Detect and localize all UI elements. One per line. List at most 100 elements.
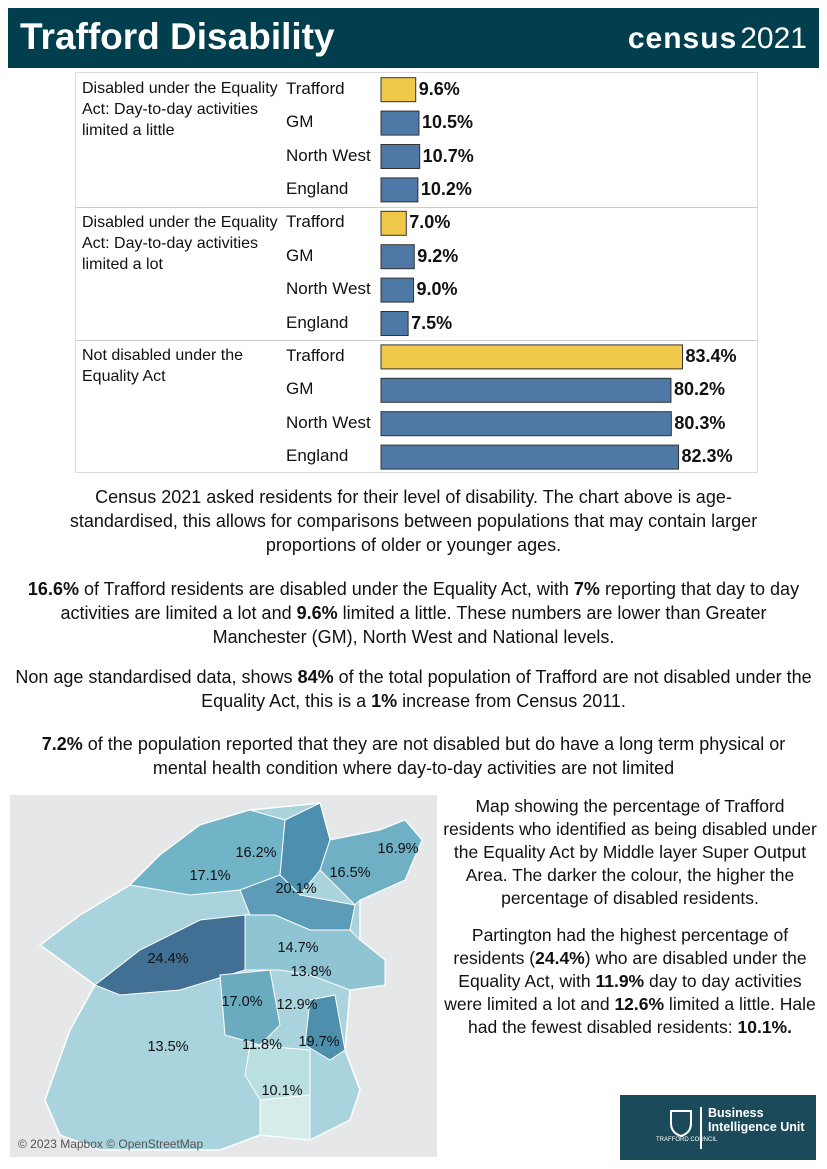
bar xyxy=(380,110,420,136)
bar xyxy=(380,244,415,270)
bar xyxy=(380,177,419,203)
map-label: 14.7% xyxy=(277,940,318,956)
text: limited a little. These numbers are lowe… xyxy=(212,603,767,647)
crest-icon xyxy=(670,1110,692,1137)
category-label: England xyxy=(286,446,349,466)
map-label: 16.9% xyxy=(377,841,418,857)
category-label: North West xyxy=(286,145,371,165)
text: Census 2021 asked residents for their le… xyxy=(69,487,758,555)
council-name: TRAFFORD COUNCIL xyxy=(656,1137,718,1143)
paragraph: Census 2021 asked residents for their le… xyxy=(54,485,774,557)
text: of the total population of Trafford are … xyxy=(201,667,812,711)
map-credit: © 2023 Mapbox © OpenStreetMap xyxy=(18,1137,203,1151)
map-label: 17.1% xyxy=(189,868,230,884)
map-label: 11.8% xyxy=(242,1037,282,1053)
bold-text: 16.6% xyxy=(27,579,79,599)
biu-logo: TRAFFORD COUNCIL Business Intelligence U… xyxy=(620,1095,816,1160)
category-label: GM xyxy=(286,379,314,399)
group-separator xyxy=(76,340,757,342)
value-label: 80.3% xyxy=(674,412,726,433)
category-label: GM xyxy=(286,245,314,265)
bar xyxy=(380,444,680,470)
value-label: 7.5% xyxy=(411,312,453,333)
map-label: 20.1% xyxy=(275,881,316,897)
value-label: 7.0% xyxy=(409,212,451,233)
text: Map showing the percentage of Trafford r… xyxy=(443,796,817,908)
logo-word: census xyxy=(627,22,738,55)
map: 16.2% 16.9% 17.1% 16.5% 20.1% 24.4% 14.7% 13.8%… xyxy=(10,795,437,1157)
paragraph: Map showing the percentage of Trafford r… xyxy=(440,795,820,910)
chart: Disabled under the Equality Act: Day-to-… xyxy=(75,72,758,473)
bold-text: 84% xyxy=(297,667,334,687)
value-label: 82.3% xyxy=(681,446,733,467)
bold-text: 12.6% xyxy=(614,994,665,1014)
page-title: Trafford Disability xyxy=(20,16,335,57)
map-label: 24.4% xyxy=(147,951,188,967)
map-label: 13.8% xyxy=(290,964,331,980)
bar xyxy=(380,77,417,103)
group-label: Disabled under the Equality Act: Day-to-… xyxy=(82,80,278,139)
text: increase from Census 2011. xyxy=(397,691,626,711)
paragraph: Partington had the highest percentage of… xyxy=(440,924,820,1039)
map-label: 19.7% xyxy=(298,1034,339,1050)
logo-year: 2021 xyxy=(740,22,807,55)
bold-text: 11.9% xyxy=(595,971,645,991)
category-label: England xyxy=(286,178,349,198)
bold-text: 7.2% xyxy=(41,734,83,754)
value-label: 9.0% xyxy=(416,279,458,300)
category-label: England xyxy=(286,312,349,332)
bar xyxy=(380,411,672,437)
value-label: 10.2% xyxy=(420,178,472,199)
bar xyxy=(380,277,415,303)
text: Partington had the highest percentage of… xyxy=(453,925,789,968)
text: reporting that day to day activities are… xyxy=(60,579,800,623)
value-label: 83.4% xyxy=(685,345,737,366)
value-label: 9.6% xyxy=(418,78,460,99)
area xyxy=(304,994,346,1061)
unit-name: Business Intelligence Unit xyxy=(708,1106,805,1134)
map-label: 12.9% xyxy=(276,997,317,1013)
value-label: 80.2% xyxy=(673,379,725,400)
area xyxy=(259,1094,311,1141)
category-label: GM xyxy=(286,112,314,132)
census-logo: census 2021 xyxy=(628,22,807,56)
text: ) who are disabled under the Equality Ac… xyxy=(458,948,807,991)
category-label: Trafford xyxy=(286,345,345,365)
bar xyxy=(380,144,421,169)
area xyxy=(244,914,386,991)
bold-text: 10.1%. xyxy=(737,1017,792,1037)
bar xyxy=(380,377,672,403)
paragraph: 16.6% of Trafford residents are disabled… xyxy=(14,577,814,649)
map-label: 17.0% xyxy=(221,994,262,1010)
category-label: North West xyxy=(286,279,371,299)
text: of the population reported that they are… xyxy=(82,734,786,778)
map-label: 16.5% xyxy=(329,865,370,881)
paragraph: Non age standardised data, shows 84% of … xyxy=(8,665,819,713)
header: Trafford Disability census 2021 xyxy=(8,8,819,68)
group-separator xyxy=(76,206,757,208)
map-label: 10.1% xyxy=(261,1083,302,1099)
map-label: 16.2% xyxy=(235,845,276,861)
map-description: Map showing the percentage of Trafford r… xyxy=(440,795,820,1053)
group-label: Disabled under the Equality Act: Day-to-… xyxy=(82,213,278,273)
area xyxy=(319,819,423,906)
category-label: Trafford xyxy=(286,212,345,232)
group-label: Not disabled under the Equality Act xyxy=(82,347,243,386)
bar xyxy=(380,311,409,336)
value-label: 10.5% xyxy=(421,112,473,133)
text: day to day activities were limited a lot… xyxy=(444,971,802,1014)
value-label: 10.7% xyxy=(422,145,474,166)
bold-text: 1% xyxy=(371,691,398,711)
map-labels: 16.2% 16.9% 17.1% 16.5% 20.1% 24.4% 14.7% 13.8%… xyxy=(147,841,418,1099)
bold-text: 7% xyxy=(573,579,600,599)
map-label: 13.5% xyxy=(147,1039,188,1055)
bar xyxy=(380,210,407,236)
text: Non age standardised data, shows xyxy=(15,667,298,687)
text: limited a little. Hale had the fewest di… xyxy=(468,994,816,1037)
paragraph: 7.2% of the population reported that the… xyxy=(34,732,794,780)
bars xyxy=(380,77,684,470)
category-label: North West xyxy=(286,412,371,432)
value-label: 9.2% xyxy=(417,245,459,266)
category-label: Trafford xyxy=(286,78,345,98)
